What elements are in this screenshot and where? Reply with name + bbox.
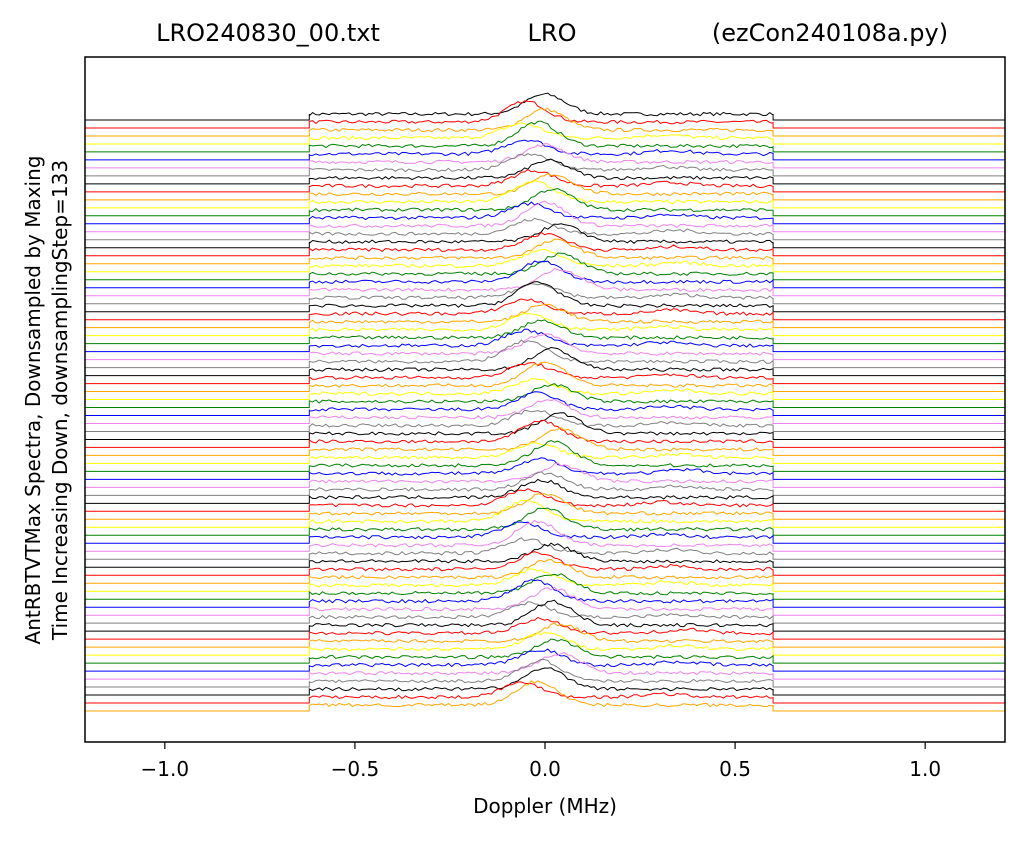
spectrum-trace	[85, 409, 1005, 432]
spectrum-trace	[85, 462, 1005, 488]
spectrum-trace	[85, 652, 1005, 680]
spectrum-trace	[85, 248, 1005, 273]
spectrum-trace	[85, 298, 1005, 321]
x-tick-label: 0.0	[529, 757, 561, 781]
spectrum-trace	[85, 638, 1005, 664]
spectrum-trace	[85, 537, 1005, 560]
spectrum-trace	[85, 599, 1005, 632]
spectrum-trace	[85, 107, 1005, 137]
spectrum-trace	[85, 223, 1005, 249]
chart-title-right: (ezCon240108a.py)	[712, 19, 948, 47]
spectrum-trace	[85, 622, 1005, 648]
chart-title-left: LRO240830_00.txt	[156, 19, 380, 47]
spectrum-trace	[85, 122, 1005, 145]
y-axis-label-line2: Time Increasing Down, downsamplingStep=1…	[48, 160, 72, 641]
spectrum-trace	[85, 339, 1005, 369]
spectrum-trace	[85, 499, 1005, 528]
spectrum-trace	[85, 573, 1005, 600]
spectra-traces	[85, 92, 1005, 712]
spectrum-trace	[85, 180, 1005, 209]
x-tick-label: 1.0	[909, 757, 941, 781]
spectrum-trace	[85, 519, 1005, 552]
spectrum-trace	[85, 252, 1005, 281]
y-axis-label-line1: AntRBTVTMax Spectra, Downsampled by Maxi…	[21, 156, 45, 645]
spectrum-trace	[85, 488, 1005, 512]
spectrum-trace	[85, 601, 1005, 624]
spectrum-trace	[85, 383, 1005, 408]
spectrum-trace	[85, 139, 1005, 161]
x-tick-label: 0.5	[719, 757, 751, 781]
spectrum-trace	[85, 143, 1005, 169]
spectrum-trace	[85, 427, 1005, 456]
chart-title-center: LRO	[528, 19, 577, 47]
spectrum-trace	[85, 281, 1005, 313]
x-tick-label: −0.5	[331, 757, 380, 781]
spectrum-trace	[85, 328, 1005, 353]
spectrum-trace	[85, 568, 1005, 592]
spectrum-trace	[85, 493, 1005, 520]
spectrum-trace	[85, 187, 1005, 217]
spectrum-trace	[85, 158, 1005, 185]
spectrum-trace	[85, 507, 1005, 536]
spectrum-trace	[85, 361, 1005, 392]
spectrum-trace	[85, 378, 1005, 400]
spectrum-trace	[85, 319, 1005, 345]
spectrum-trace	[85, 200, 1005, 233]
x-axis-ticks: −1.0 −0.5 0.0 0.5 1.0	[141, 742, 941, 781]
spectrum-trace	[85, 442, 1005, 464]
spectrum-trace	[85, 169, 1005, 193]
spectrum-trace	[85, 153, 1005, 177]
spectrum-trace	[85, 616, 1005, 640]
spectrum-trace	[85, 412, 1005, 440]
spectrum-trace	[85, 440, 1005, 472]
spectrum-trace	[85, 283, 1005, 305]
spectrum-trace	[85, 631, 1005, 656]
spectrum-trace	[85, 658, 1005, 688]
spectrum-trace	[85, 238, 1005, 265]
spectrum-trace	[85, 419, 1005, 448]
spectrum-trace	[85, 231, 1005, 257]
spectrum-trace	[85, 201, 1005, 225]
spectrum-trace	[85, 267, 1005, 297]
spectrum-trace	[85, 120, 1005, 153]
spectrum-trace	[85, 551, 1005, 576]
x-tick-label: −1.0	[141, 757, 190, 781]
spectrum-trace	[85, 346, 1005, 377]
spectrum-trace	[85, 648, 1005, 672]
spectrum-trace	[85, 333, 1005, 361]
spectrum-trace	[85, 478, 1005, 504]
spectrum-trace	[85, 680, 1005, 712]
spectrum-trace	[85, 558, 1005, 584]
spectrum-trace	[85, 260, 1005, 289]
spectrum-trace	[85, 521, 1005, 544]
spectrum-trace	[85, 579, 1005, 608]
x-axis-label: Doppler (MHz)	[473, 794, 617, 818]
spectrum-trace	[85, 457, 1005, 480]
spectrum-trace	[85, 173, 1005, 201]
spectrum-trace	[85, 667, 1005, 696]
spectrum-trace	[85, 542, 1005, 568]
spectrum-trace	[85, 313, 1005, 337]
spectrum-trace	[85, 362, 1005, 385]
spectrum-trace	[85, 681, 1005, 704]
spectrum-trace	[85, 217, 1005, 241]
spectrum-trace	[85, 92, 1005, 121]
spectrum-trace	[85, 100, 1005, 129]
spectrum-trace	[85, 303, 1005, 329]
spectrum-trace	[85, 398, 1005, 424]
spectrum-trace	[85, 586, 1005, 616]
spectrum-trace	[85, 391, 1005, 416]
spectrum-trace	[85, 471, 1005, 496]
